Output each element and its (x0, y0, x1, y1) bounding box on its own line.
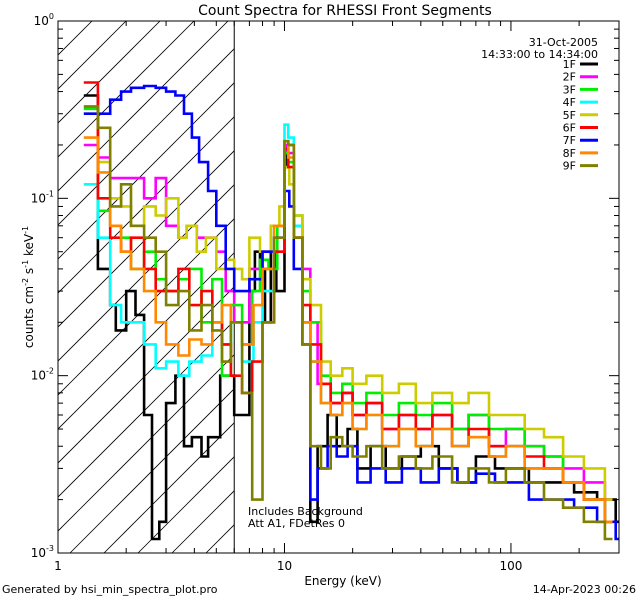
hatch-line (58, 252, 235, 430)
x-axis-label: Energy (keV) (304, 574, 381, 588)
hatch-line (376, 0, 640, 553)
legend-label-7F: 7F (563, 134, 576, 147)
hatch-line (58, 21, 161, 124)
legend-label-1F: 1F (563, 58, 576, 71)
hatch-line (58, 21, 127, 90)
legend-label-4F: 4F (563, 96, 576, 109)
y-tick-label: 10-2 (31, 367, 54, 383)
footer-generated-by: Generated by hsi_min_spectra_plot.pro (2, 583, 218, 596)
legend-label-2F: 2F (563, 71, 576, 84)
hatch-line (58, 21, 93, 56)
legend-label-9F: 9F (563, 160, 576, 173)
hatch-line (69, 388, 235, 553)
hatch-line (58, 150, 235, 328)
date-label: 31-Oct-2005 (529, 36, 598, 49)
plot-frame (57, 20, 620, 554)
chart-title: Count Spectra for RHESSI Front Segments (198, 3, 492, 19)
series-line-7F (83, 84, 619, 541)
hatch-line (103, 422, 235, 553)
series-line-8F (83, 136, 613, 524)
footer-timestamp: 14-Apr-2023 00:26 (532, 583, 636, 596)
hatch-line (58, 48, 235, 226)
hatch-line (58, 116, 235, 294)
x-tick-label: 100 (499, 559, 522, 573)
hatch-line (58, 82, 235, 260)
y-label-exp: -2 (21, 278, 30, 286)
hatch-line (58, 354, 235, 532)
y-label-part: s (22, 268, 36, 278)
time-range-label: 14:33:00 to 14:34:00 (481, 48, 598, 61)
y-label-exp: -1 (21, 226, 30, 234)
y-axis-label: counts cm-2 s-1 keV-1 (21, 226, 36, 348)
legend-label-6F: 6F (563, 122, 576, 135)
y-label-part: keV (22, 233, 36, 260)
hatch-line (58, 21, 229, 192)
annotation-detector: Att A1, FDetRes 0 (248, 517, 345, 530)
series-line-9F (83, 105, 613, 541)
y-label-exp: -1 (21, 260, 30, 268)
annotation-background: Includes Background (248, 505, 363, 518)
hatch-line (58, 286, 235, 464)
series-line-1F (83, 94, 619, 541)
x-tick-label: 1 (54, 559, 62, 573)
legend-label-3F: 3F (563, 83, 576, 96)
hatch-line (58, 21, 195, 158)
y-tick-label: 10-1 (31, 189, 54, 205)
y-tick-label: 100 (34, 12, 54, 28)
hatch-line (0, 0, 92, 553)
hatch-line (58, 21, 59, 22)
series-line-5F (83, 112, 613, 501)
y-tick-label: 10-3 (31, 544, 54, 560)
legend-label-8F: 8F (563, 147, 576, 160)
legend-label-5F: 5F (563, 109, 576, 122)
x-tick-label: 10 (277, 559, 292, 573)
axis-ticks: 1 10 100 10-3 10-2 10-1 100 (31, 12, 620, 573)
hatch-line (58, 320, 235, 498)
hatch-line (444, 0, 640, 553)
y-label-part: counts cm (22, 286, 36, 348)
